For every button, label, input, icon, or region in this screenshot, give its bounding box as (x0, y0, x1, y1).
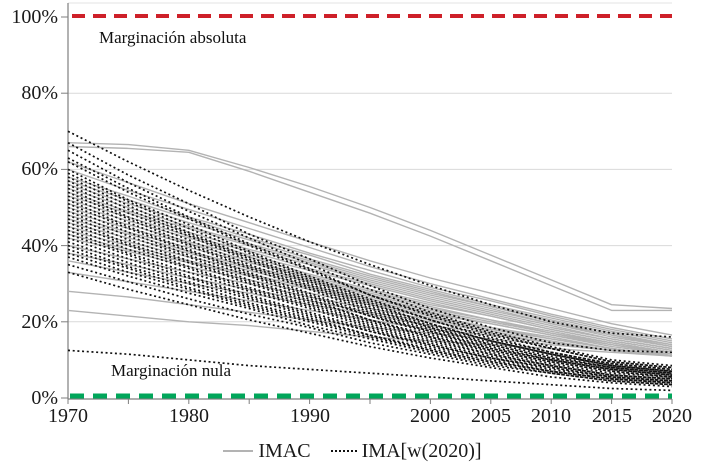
x-tick-label: 2010 (531, 405, 571, 427)
ima-line (67, 206, 673, 376)
imac-line (67, 168, 673, 340)
ima-line (67, 252, 673, 384)
ima-line (67, 161, 673, 369)
imac-line (67, 183, 673, 346)
ima-line (67, 149, 673, 367)
ima-line (67, 157, 673, 369)
x-tick-label: 2005 (471, 405, 511, 427)
ima-line (67, 202, 673, 376)
ima-line (67, 187, 673, 375)
legend-label: IMAC (258, 439, 311, 462)
imac-line (67, 309, 673, 357)
x-tick-label: 2020 (652, 405, 692, 427)
ima-line (67, 263, 673, 386)
x-tick-label: 2015 (592, 405, 632, 427)
legend-item-ima: IMA[w(2020)] (330, 439, 482, 463)
ima-line (67, 176, 673, 373)
x-tick-label: 2000 (410, 405, 450, 427)
ima-line (67, 195, 673, 375)
y-tick-label: 0% (31, 387, 58, 409)
ima-line (67, 214, 673, 378)
ima-line (67, 271, 673, 388)
imac-line (67, 290, 673, 355)
imac-line (67, 233, 673, 357)
ima-line-swatch (330, 450, 357, 452)
legend-label: IMA[w(2020)] (361, 439, 482, 462)
imac-line (67, 161, 673, 336)
ima-line (67, 233, 673, 382)
x-tick-label: 1970 (48, 405, 88, 427)
y-tick-label: 60% (21, 158, 58, 180)
ima-line (67, 199, 673, 376)
y-tick-label: 100% (11, 6, 58, 28)
imac-line (67, 180, 673, 344)
ima-line (67, 141, 673, 354)
ima-line (67, 349, 673, 392)
annotation-marginacion-absoluta: Marginación absoluta (99, 28, 247, 47)
ima-line (67, 191, 673, 375)
y-tick-label: 40% (21, 235, 58, 257)
ima-line (67, 229, 673, 380)
ima-line (67, 172, 673, 371)
y-tick-label: 20% (21, 311, 58, 333)
legend: IMAC IMA[w(2020)] (0, 437, 705, 465)
imac-line (67, 142, 673, 310)
imac-line (67, 229, 673, 355)
ima-line (67, 256, 673, 386)
imac-line (67, 145, 672, 312)
ima-line (67, 240, 673, 382)
ima-line (67, 183, 673, 373)
imac-line-swatch (223, 450, 254, 452)
imac-line (67, 252, 673, 357)
x-tick-label: 1980 (169, 405, 209, 427)
x-tick-label: 1990 (290, 405, 330, 427)
ima-line (67, 130, 673, 338)
imac-line (67, 195, 673, 348)
imac-line (67, 199, 673, 350)
ima-line (67, 244, 673, 384)
legend-item-imac: IMAC (223, 439, 311, 463)
annotation-marginacion-nula: Marginación nula (111, 361, 232, 380)
y-tick-label: 80% (21, 82, 58, 104)
imac-line (67, 176, 673, 342)
